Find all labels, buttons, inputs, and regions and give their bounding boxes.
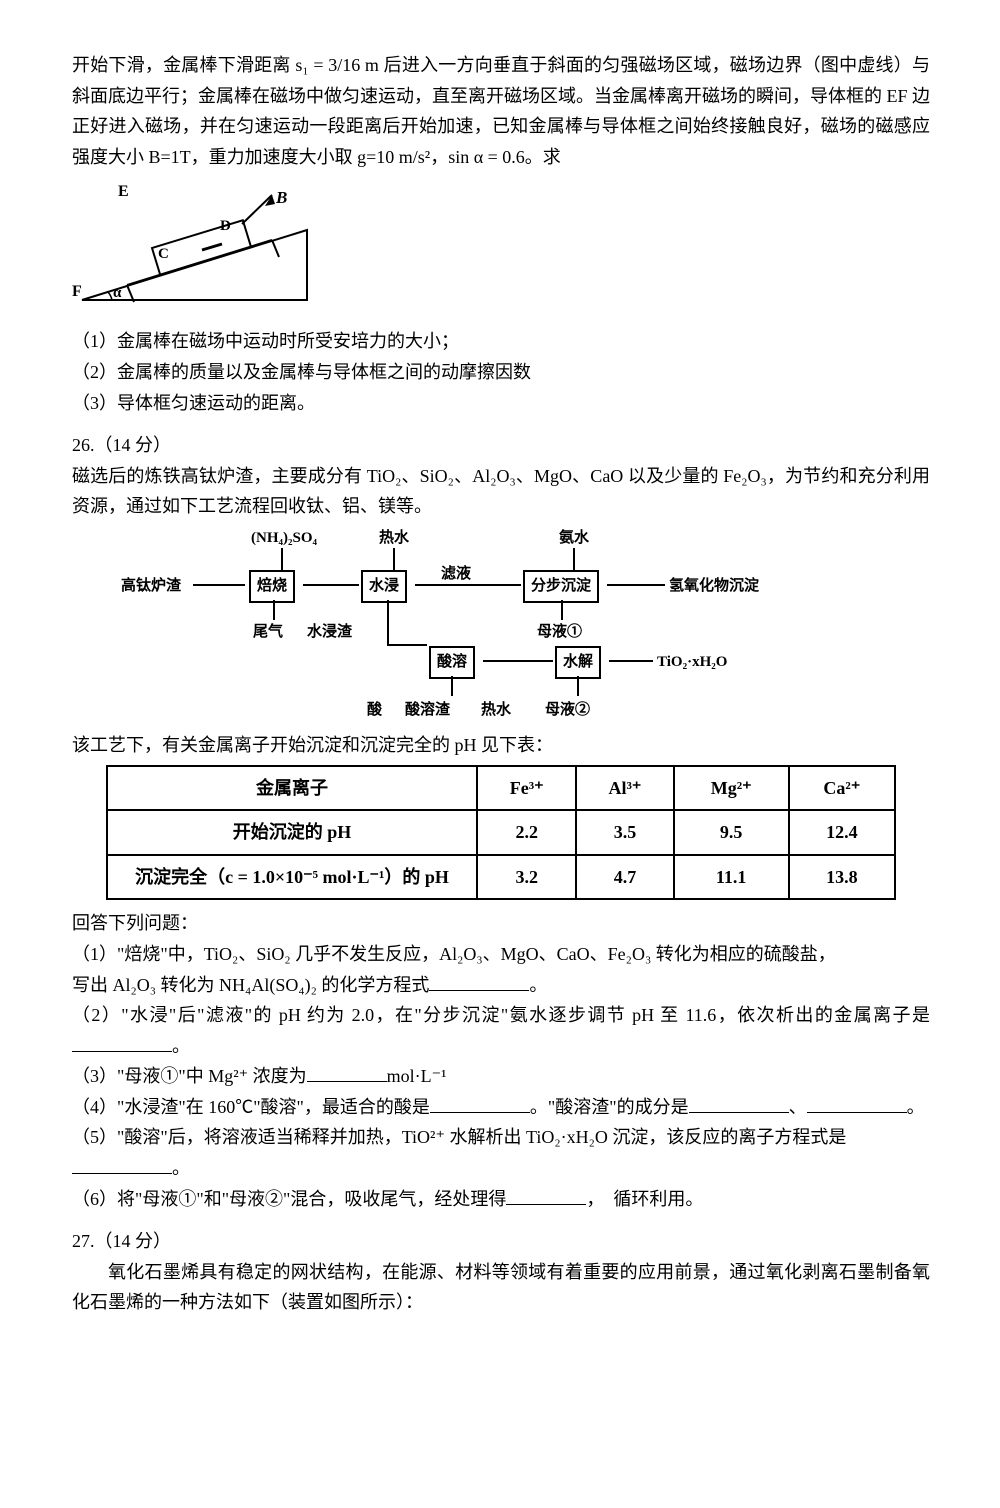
flow-label-hotwater2: 热水	[481, 698, 511, 724]
blank	[429, 971, 529, 991]
table-header-row: 金属离子 Fe³⁺ Al³⁺ Mg²⁺ Ca²⁺	[107, 766, 895, 811]
flow-node-hydro: 水解	[555, 646, 601, 680]
th-ion: 金属离子	[107, 766, 477, 811]
q26-q1-line2: 写出 Al₂O₃ 转化为 NH₄Al(SO₄)₂ 的化学方程式。	[72, 970, 930, 1001]
flow-node-leach: 水浸	[361, 570, 407, 604]
flow-out-tio2: TiO₂·xH₂O	[657, 650, 727, 676]
flow-label-residue: 水浸渣	[307, 620, 352, 646]
td-start-label: 开始沉淀的 pH	[107, 810, 477, 855]
q26-q6a-text: （6）将"母液①"和"母液②"混合，吸收尾气，经处理得	[72, 1189, 506, 1209]
flow-label-mother1: 母液①	[537, 620, 582, 646]
table-row: 开始沉淀的 pH 2.2 3.5 9.5 12.4	[107, 810, 895, 855]
td-complete-label: 沉淀完全（c = 1.0×10⁻⁵ mol·L⁻¹）的 pH	[107, 855, 477, 900]
flow-out-hydroxide: 氢氧化物沉淀	[669, 574, 759, 600]
q26-q4: （4）"水浸渣"在 160℃"酸溶"，最适合的酸是。"酸溶渣"的成分是、。	[72, 1092, 930, 1123]
th-ca: Ca²⁺	[789, 766, 895, 811]
flow-label-mother2: 母液②	[545, 698, 590, 724]
td: 3.2	[477, 855, 576, 900]
q26-q5-text: （5）"酸溶"后，将溶液适当稀释并加热，TiO²⁺ 水解析出 TiO₂·xH₂O…	[72, 1127, 846, 1147]
flow-label-filtrate: 滤液	[441, 562, 471, 588]
q26-q1-line1: （1）"焙烧"中，TiO₂、SiO₂ 几乎不发生反应，Al₂O₃、MgO、CaO…	[72, 939, 930, 970]
q26-q3: （3）"母液①"中 Mg²⁺ 浓度为 mol·L⁻¹	[72, 1061, 930, 1092]
blank	[72, 1032, 172, 1052]
q26-q4-text: （4）"水浸渣"在 160℃"酸溶"，最适合的酸是	[72, 1097, 430, 1117]
td: 2.2	[477, 810, 576, 855]
th-fe: Fe³⁺	[477, 766, 576, 811]
blank	[307, 1062, 387, 1082]
q26-answer-intro: 回答下列问题：	[72, 908, 930, 939]
q26-q1b-text: 写出 Al₂O₃ 转化为 NH₄Al(SO₄)₂ 的化学方程式	[72, 975, 429, 995]
q26-q4b-text: 。"酸溶渣"的成分是	[530, 1097, 689, 1117]
flow-label-tailgas: 尾气	[253, 620, 283, 646]
q26-q5: （5）"酸溶"后，将溶液适当稀释并加热，TiO²⁺ 水解析出 TiO₂·xH₂O…	[72, 1122, 930, 1153]
flow-in-nh4so4: (NH₄)₂SO₄	[251, 526, 317, 552]
q26-number: 26.（14 分）	[72, 430, 930, 461]
q26-q5-blankline: 。	[72, 1153, 930, 1184]
flow-node-precip: 分步沉淀	[523, 570, 599, 604]
q26-para1: 磁选后的炼铁高钛炉渣，主要成分有 TiO₂、SiO₂、Al₂O₃、MgO、CaO…	[72, 461, 930, 522]
ion-ph-table: 金属离子 Fe³⁺ Al³⁺ Mg²⁺ Ca²⁺ 开始沉淀的 pH 2.2 3.…	[106, 765, 896, 901]
flow-node-roast: 焙烧	[249, 570, 295, 604]
q26-q2: （2）"水浸"后"滤液"的 pH 约为 2.0，在"分步沉淀"氨水逐步调节 pH…	[72, 1000, 930, 1061]
flow-label-acidres: 酸溶渣	[405, 698, 450, 724]
td: 3.5	[576, 810, 673, 855]
q26-q6: （6）将"母液①"和"母液②"混合，吸收尾气，经处理得， 循环利用。	[72, 1184, 930, 1215]
fig-label-E: E	[118, 178, 129, 205]
q27-number: 27.（14 分）	[72, 1226, 930, 1257]
blank	[506, 1185, 586, 1205]
blank	[807, 1093, 907, 1113]
q27-para: 氧化石墨烯具有稳定的网状结构，在能源、材料等领域有着重要的应用前景，通过氧化剥离…	[72, 1257, 930, 1318]
td: 4.7	[576, 855, 673, 900]
q26-para2: 该工艺下，有关金属离子开始沉淀和沉淀完全的 pH 见下表：	[72, 730, 930, 761]
fig-label-F: F	[72, 278, 82, 305]
flow-node-acid: 酸溶	[429, 646, 475, 680]
flow-label-acid: 酸	[367, 698, 382, 724]
fig-label-alpha: α	[113, 281, 121, 307]
q25-sub3: （3）导体框匀速运动的距离。	[72, 388, 930, 419]
th-al: Al³⁺	[576, 766, 673, 811]
td: 9.5	[674, 810, 789, 855]
q26-q3-unit: mol·L⁻¹	[387, 1066, 447, 1086]
blank	[430, 1093, 530, 1113]
q25-sub1: （1）金属棒在磁场中运动时所受安培力的大小；	[72, 326, 930, 357]
td: 12.4	[789, 810, 895, 855]
q26-q3-text: （3）"母液①"中 Mg²⁺ 浓度为	[72, 1066, 307, 1086]
fig-label-B: B	[276, 184, 287, 213]
q25-sub2: （2）金属棒的质量以及金属棒与导体框之间的动摩擦因数	[72, 357, 930, 388]
q25-figure: E F C D B α	[72, 180, 332, 320]
td: 11.1	[674, 855, 789, 900]
q26-flowchart: (NH₄)₂SO₄ 热水 氨水 高钛炉渣 焙烧 水浸 滤液 分步沉淀 氢氧化物沉…	[121, 526, 881, 726]
td: 13.8	[789, 855, 895, 900]
th-mg: Mg²⁺	[674, 766, 789, 811]
q26-q2-text: （2）"水浸"后"滤液"的 pH 约为 2.0，在"分步沉淀"氨水逐步调节 pH…	[72, 1005, 930, 1025]
fig-label-D: D	[220, 214, 231, 240]
blank	[72, 1154, 172, 1174]
q26-q6b-text: 循环利用。	[613, 1189, 703, 1209]
table-row: 沉淀完全（c = 1.0×10⁻⁵ mol·L⁻¹）的 pH 3.2 4.7 1…	[107, 855, 895, 900]
q25-paragraph: 开始下滑，金属棒下滑距离 s₁ = 3/16 m 后进入一方向垂直于斜面的匀强磁…	[72, 50, 930, 172]
fig-label-C: C	[158, 242, 169, 268]
flow-source: 高钛炉渣	[121, 574, 181, 600]
blank	[689, 1093, 789, 1113]
